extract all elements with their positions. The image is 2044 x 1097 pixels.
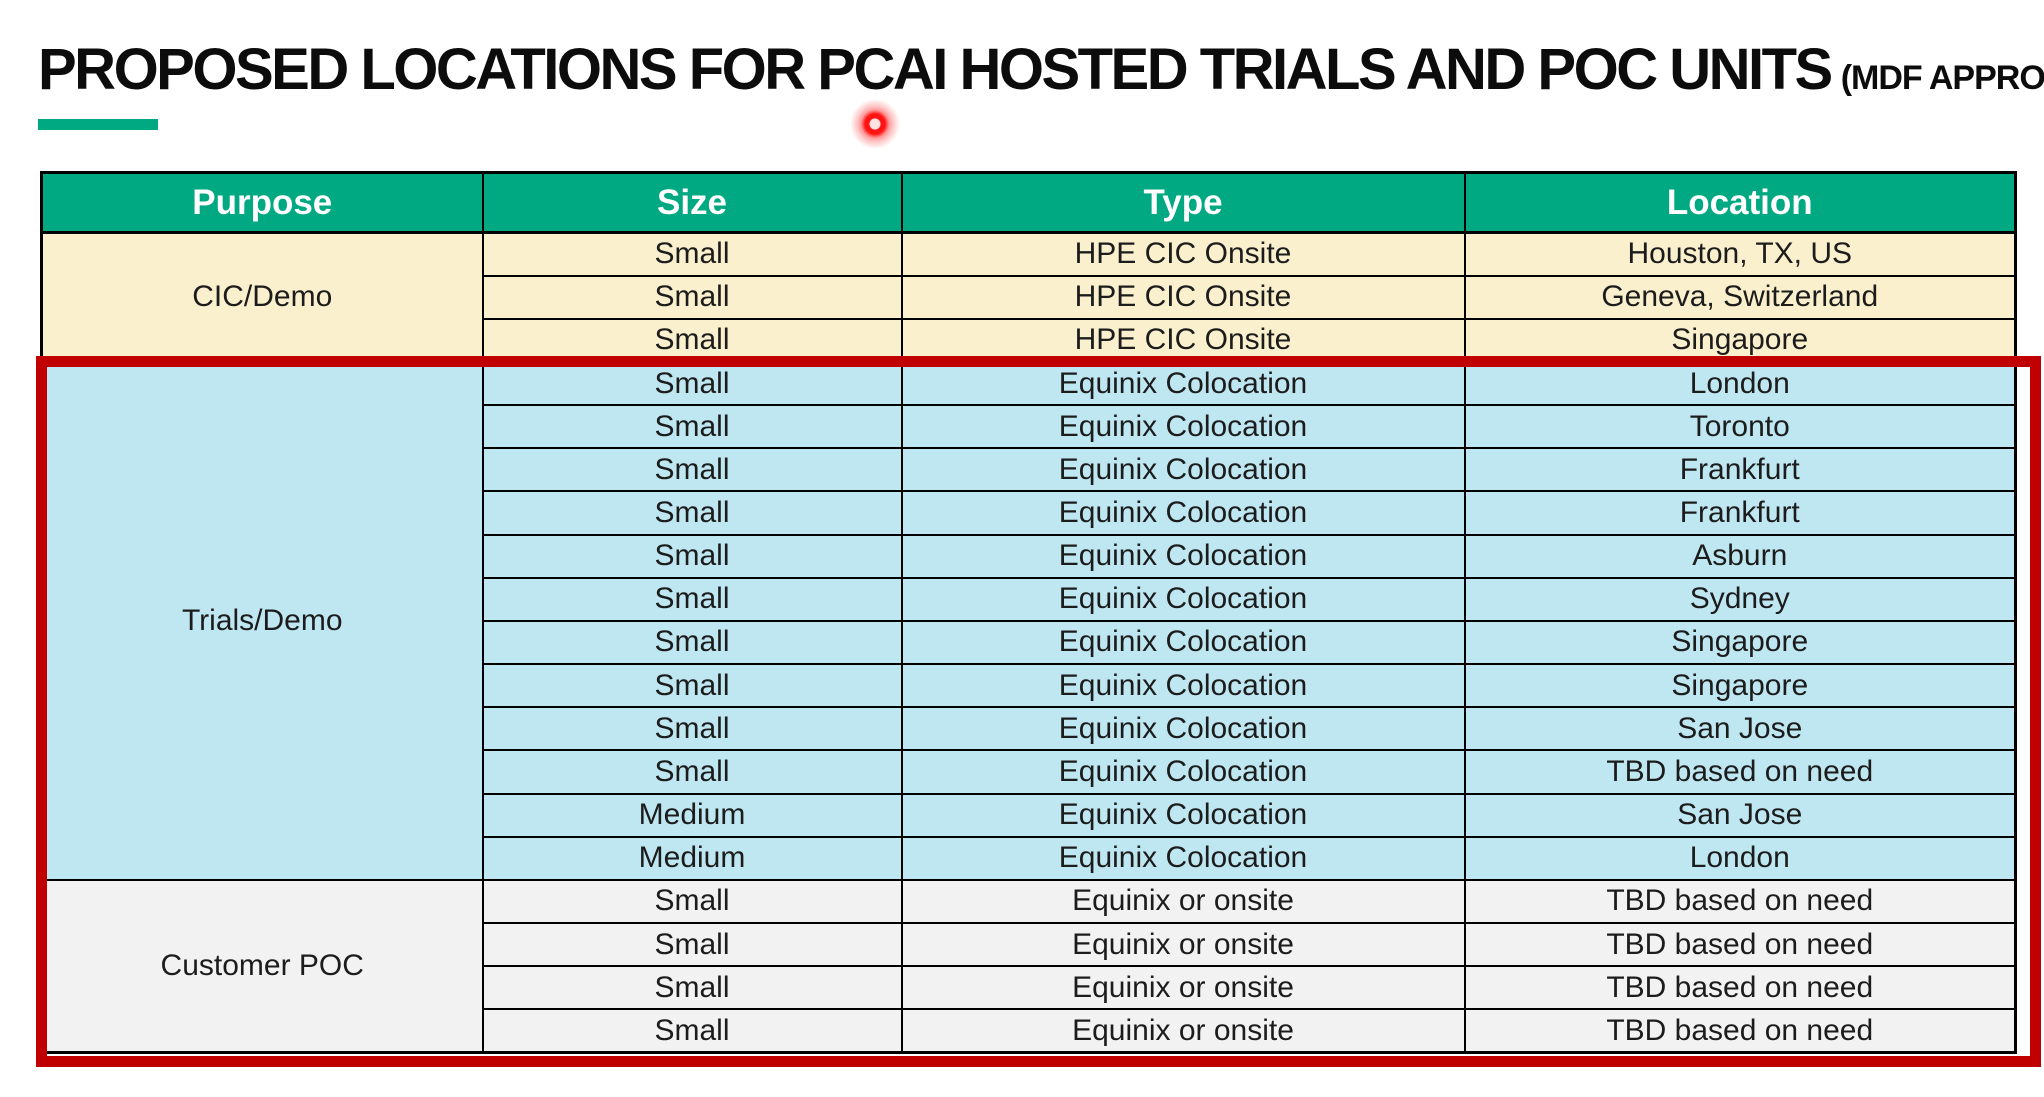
cell-type: Equinix Colocation	[900, 533, 1466, 579]
column-header-type: Type	[900, 171, 1466, 234]
table-row: CIC/Demo Small HPE CIC Onsite Houston, TX, …	[40, 231, 2017, 363]
table-row: Small Equinix Colocation TBD based on need	[42, 749, 2017, 795]
purpose-cell-cic-demo: CIC/Demo	[40, 231, 484, 363]
cell-location: TBD based on need	[1463, 965, 2017, 1011]
cell-location: Sydney	[1463, 576, 2017, 622]
column-header-size: Size	[481, 171, 903, 234]
table-body: CIC/Demo Small HPE CIC Onsite Houston, TX, …	[40, 231, 2017, 1054]
cell-type: HPE CIC Onsite	[900, 317, 1466, 363]
cell-size: Small	[481, 706, 903, 752]
cell-size: Small	[481, 360, 903, 407]
cell-size: Small	[481, 274, 903, 320]
title-accent-bar	[38, 119, 158, 130]
column-header-purpose: Purpose	[40, 171, 484, 234]
table-row: Medium Equinix Colocation San Jose	[42, 792, 2017, 838]
table-row: Small Equinix or onsite TBD based on need	[42, 1008, 2017, 1054]
cell-size: Small	[481, 663, 903, 709]
table-row: Small Equinix Colocation Sydney	[42, 576, 2017, 622]
table-row: Small HPE CIC Onsite Singapore	[42, 317, 2017, 363]
header-row: Purpose Size Type Location	[40, 171, 2017, 234]
table-row: Customer POC Small Equinix or onsite TBD ba…	[40, 878, 2017, 1054]
table-row: Trials/Demo Small Equinix Colocation London	[40, 360, 2017, 881]
table-row: Small Equinix Colocation Toronto	[42, 404, 2017, 450]
cell-size: Small	[481, 921, 903, 968]
cell-size: Small	[481, 749, 903, 795]
cell-type: Equinix Colocation	[900, 706, 1466, 752]
cell-size: Small	[481, 231, 903, 277]
cell-type: HPE CIC Onsite	[900, 231, 1466, 277]
cell-location: San Jose	[1463, 792, 2017, 838]
table-row: Small Equinix Colocation Frankfurt	[42, 490, 2017, 536]
cell-size: Small	[481, 576, 903, 622]
table-row: Small Equinix Colocation Singapore	[42, 619, 2017, 666]
title-row: PROPOSED LOCATIONS FOR PCAI HOSTED TRIAL…	[38, 36, 2044, 103]
cell-location: Asburn	[1463, 533, 2017, 579]
cell-size: Small	[481, 965, 903, 1011]
cell-size: Small	[481, 404, 903, 450]
cell-location: Singapore	[1463, 317, 2017, 363]
purpose-cell-trials-demo: Trials/Demo	[40, 360, 484, 881]
cell-location: Toronto	[1463, 404, 2017, 450]
cell-type: Equinix or onsite	[900, 965, 1466, 1011]
cell-location: TBD based on need	[1463, 921, 2017, 968]
cell-type: HPE CIC Onsite	[900, 274, 1466, 320]
cell-type: Equinix Colocation	[900, 619, 1466, 666]
table-row: Small Equinix Colocation Singapore	[42, 663, 2017, 709]
locations-table: Purpose Size Type Location CIC/Demo Small HPE…	[40, 171, 2017, 1054]
cell-location: TBD based on need	[1463, 1008, 2017, 1054]
table-row: Small Equinix Colocation Asburn	[42, 533, 2017, 579]
cell-location: Singapore	[1463, 663, 2017, 709]
purpose-cell-customer-poc: Customer POC	[40, 878, 484, 1054]
cell-type: Equinix or onsite	[900, 921, 1466, 968]
cell-type: Equinix Colocation	[900, 404, 1466, 450]
cell-size: Small	[481, 619, 903, 666]
cell-size: Small	[481, 1008, 903, 1054]
cell-type: Equinix or onsite	[900, 878, 1466, 925]
cell-location: London	[1463, 360, 2017, 407]
table-row: Small HPE CIC Onsite Geneva, Switzerland	[42, 274, 2017, 320]
cell-location: Frankfurt	[1463, 447, 2017, 493]
cell-type: Equinix Colocation	[900, 835, 1466, 881]
cell-location: London	[1463, 835, 2017, 881]
table-row: Medium Equinix Colocation London	[42, 835, 2017, 881]
page-title-suffix: (MDF APPROVED)	[1840, 59, 2044, 97]
cell-type: Equinix Colocation	[900, 576, 1466, 622]
cell-location: Singapore	[1463, 619, 2017, 666]
cell-size: Small	[481, 878, 903, 925]
page-title: PROPOSED LOCATIONS FOR PCAI HOSTED TRIAL…	[38, 37, 1833, 102]
cell-location: Geneva, Switzerland	[1463, 274, 2017, 320]
cell-type: Equinix or onsite	[900, 1008, 1466, 1054]
cell-type: Equinix Colocation	[900, 792, 1466, 838]
cell-size: Small	[481, 490, 903, 536]
cell-location: San Jose	[1463, 706, 2017, 752]
table-row: Small Equinix or onsite TBD based on need	[42, 965, 2017, 1011]
cell-size: Medium	[481, 835, 903, 881]
cell-location: Houston, TX, US	[1463, 231, 2017, 277]
cell-location: TBD based on need	[1463, 878, 2017, 925]
cell-size: Small	[481, 447, 903, 493]
cell-size: Small	[481, 533, 903, 579]
cell-size: Small	[481, 317, 903, 363]
cell-type: Equinix Colocation	[900, 663, 1466, 709]
cell-type: Equinix Colocation	[900, 447, 1466, 493]
cell-location: Frankfurt	[1463, 490, 2017, 536]
cell-size: Medium	[481, 792, 903, 838]
cell-type: Equinix Colocation	[900, 360, 1466, 407]
laser-pointer-icon	[850, 99, 900, 149]
table-row: Small Equinix Colocation San Jose	[42, 706, 2017, 752]
column-header-location: Location	[1463, 171, 2017, 234]
cell-type: Equinix Colocation	[900, 490, 1466, 536]
table-row: Small Equinix or onsite TBD based on need	[42, 921, 2017, 968]
table-row: Small Equinix Colocation Frankfurt	[42, 447, 2017, 493]
cell-location: TBD based on need	[1463, 749, 2017, 795]
cell-type: Equinix Colocation	[900, 749, 1466, 795]
